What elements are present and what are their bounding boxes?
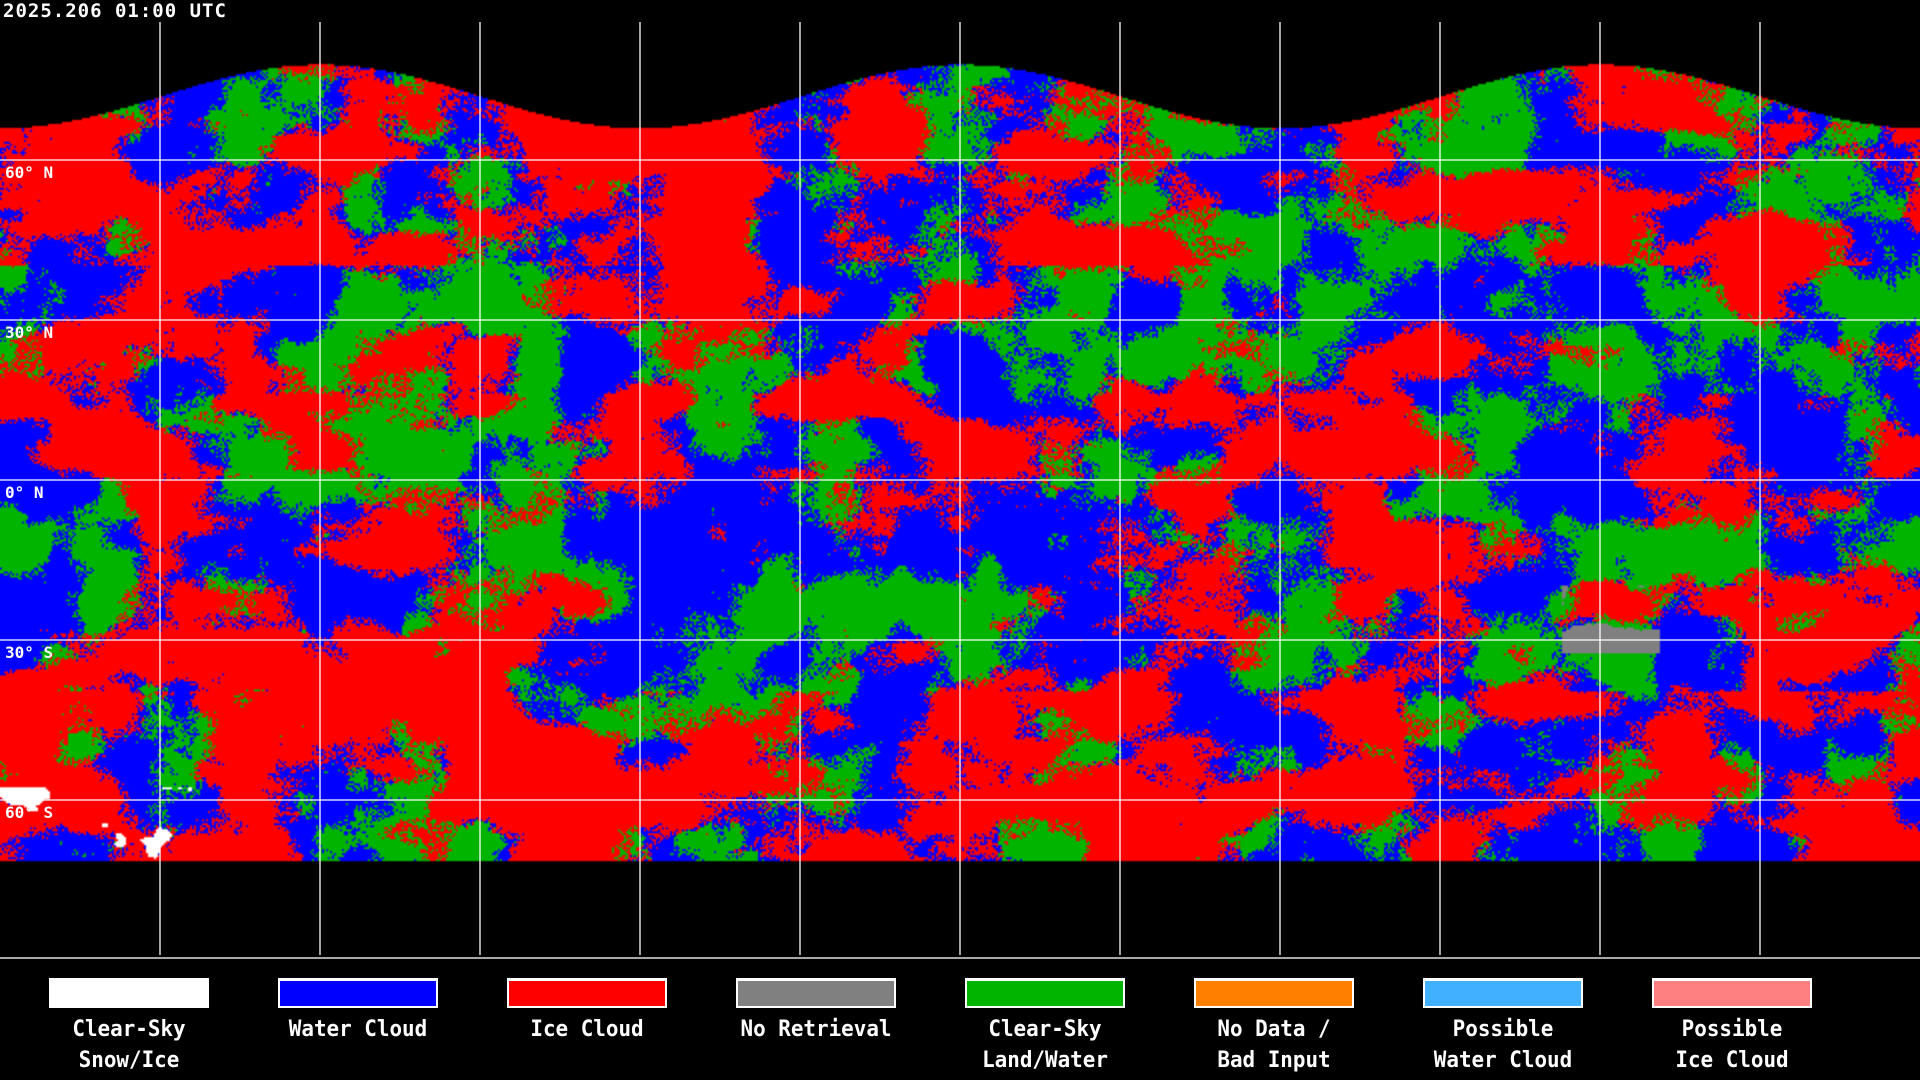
legend-divider xyxy=(0,957,1920,959)
legend-label-line2: Snow/Ice xyxy=(78,1048,180,1073)
legend-label-line1: Possible xyxy=(1681,1017,1783,1042)
lat-label-60s: 60° S xyxy=(5,803,54,822)
legend-swatch xyxy=(1423,978,1583,1008)
legend-label-line1: Clear-Sky xyxy=(72,1017,186,1042)
legend-item: Clear-Sky Snow/Ice xyxy=(29,978,229,1076)
legend-item: No Data / Bad Input xyxy=(1174,978,1374,1076)
legend-swatch xyxy=(49,978,209,1008)
legend-label-line1: No Data / xyxy=(1217,1017,1331,1042)
legend-label-line1: Possible xyxy=(1452,1017,1554,1042)
legend-label-line1: Clear-Sky xyxy=(988,1017,1102,1042)
lat-label-60n: 60° N xyxy=(5,163,54,182)
legend-item: Water Cloud xyxy=(258,978,458,1045)
legend-label-line2: Land/Water xyxy=(982,1048,1108,1073)
legend-swatch xyxy=(278,978,438,1008)
lat-label-30n: 30° N xyxy=(5,323,54,342)
legend-swatch xyxy=(507,978,667,1008)
lat-label-30s: 30° S xyxy=(5,643,54,662)
timestamp-title: 2025.206 01:00 UTC xyxy=(3,0,227,22)
legend-item: Possible Water Cloud xyxy=(1403,978,1603,1076)
legend-swatch xyxy=(1652,978,1812,1008)
lat-lon-grid xyxy=(0,22,1920,955)
legend-swatch xyxy=(1194,978,1354,1008)
legend-label-line1: Water Cloud xyxy=(288,1017,428,1042)
legend-item: Clear-Sky Land/Water xyxy=(945,978,1145,1076)
legend-label-line1: Ice Cloud xyxy=(530,1017,644,1042)
legend-label-line2: Ice Cloud xyxy=(1675,1048,1789,1073)
legend-swatch xyxy=(965,978,1125,1008)
legend-swatch xyxy=(736,978,896,1008)
legend-item: Possible Ice Cloud xyxy=(1632,978,1832,1076)
legend-item: Ice Cloud xyxy=(487,978,687,1045)
legend-item: No Retrieval xyxy=(716,978,916,1045)
lat-label-equator: 0° N xyxy=(5,483,44,502)
legend-label-line2: Bad Input xyxy=(1217,1048,1331,1073)
legend-label-line1: No Retrieval xyxy=(740,1017,892,1042)
legend-label-line2: Water Cloud xyxy=(1433,1048,1573,1073)
